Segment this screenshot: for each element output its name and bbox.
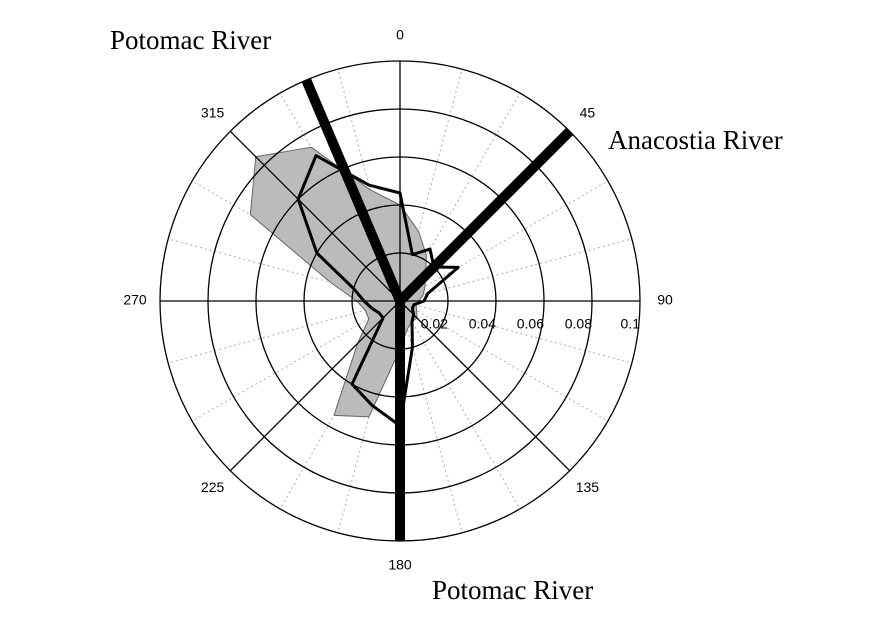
spoke [229, 300, 401, 472]
angle-label: 45 [580, 104, 596, 120]
river-label: Anacostia River [608, 125, 783, 155]
spoke [229, 130, 401, 302]
angle-label: 135 [576, 479, 600, 495]
minor-spoke [191, 300, 401, 422]
river-direction [301, 78, 405, 303]
angle-label: 90 [657, 292, 673, 308]
r-tick-label: 0.06 [517, 316, 544, 332]
angle-label: 225 [201, 479, 225, 495]
r-tick-label: 0.04 [469, 316, 496, 332]
angle-label: 315 [201, 104, 225, 120]
minor-spoke [399, 300, 609, 422]
minor-spoke [168, 300, 401, 364]
spoke [399, 300, 571, 472]
river-direction [396, 127, 574, 305]
minor-spoke [399, 238, 632, 302]
angle-label: 0 [396, 27, 404, 43]
minor-spoke [399, 180, 609, 302]
river-label: Potomac River [110, 25, 271, 55]
r-tick-label: 0.08 [565, 316, 592, 332]
r-tick-label: 0.1 [621, 316, 641, 332]
angle-label: 180 [388, 557, 412, 573]
angle-label: 270 [123, 292, 147, 308]
minor-spoke [399, 300, 521, 510]
minor-spoke [399, 300, 463, 533]
r-tick-label: 0.02 [421, 316, 448, 332]
river-label: Potomac River [432, 575, 593, 605]
minor-spoke [399, 300, 632, 364]
